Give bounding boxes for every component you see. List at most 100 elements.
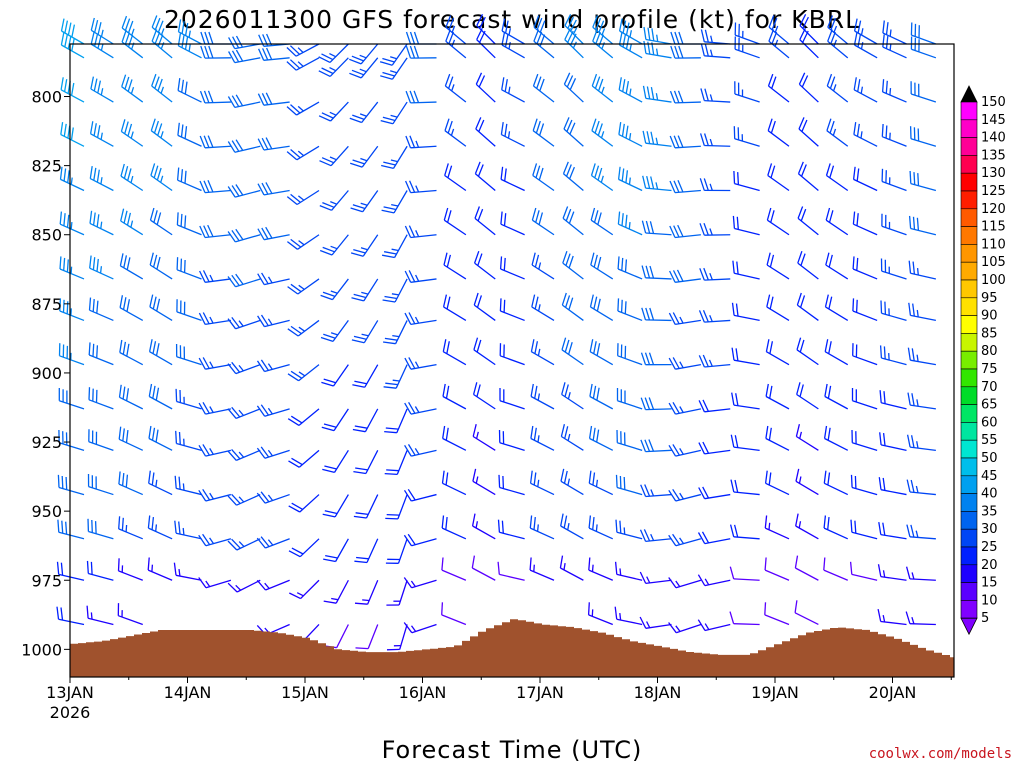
colorbar-label: 140 bbox=[981, 131, 1006, 146]
wind-barb bbox=[58, 343, 85, 366]
wind-barb bbox=[121, 29, 144, 59]
wind-barb bbox=[797, 250, 819, 280]
wind-barb bbox=[405, 45, 437, 59]
wind-barb bbox=[354, 538, 379, 564]
colorbar-label: 85 bbox=[981, 326, 998, 341]
wind-barb bbox=[564, 27, 584, 59]
wind-barb bbox=[383, 320, 408, 345]
wind-barb bbox=[588, 425, 614, 451]
y-tick-label: 875 bbox=[31, 295, 62, 314]
wind-barb bbox=[57, 519, 85, 540]
wind-barb bbox=[501, 32, 525, 59]
wind-barb bbox=[499, 298, 525, 322]
wind-barb bbox=[668, 577, 702, 589]
wind-barb bbox=[881, 79, 907, 103]
wind-barb bbox=[149, 252, 173, 280]
wind-barb bbox=[882, 20, 907, 45]
wind-barb bbox=[88, 297, 114, 322]
colorbar-segment bbox=[960, 439, 978, 459]
wind-barb bbox=[795, 513, 819, 540]
colorbar-label: 110 bbox=[981, 237, 1006, 252]
wind-barb bbox=[531, 252, 555, 280]
wind-barb bbox=[149, 207, 173, 236]
colorbar-segment bbox=[960, 244, 978, 263]
wind-barb bbox=[767, 73, 790, 103]
wind-barb bbox=[471, 555, 496, 581]
wind-barb bbox=[910, 22, 937, 45]
wind-barb bbox=[442, 425, 467, 451]
wind-barb bbox=[475, 72, 496, 103]
wind-barb bbox=[590, 252, 614, 280]
wind-barb bbox=[765, 425, 790, 451]
colorbar-under-arrow bbox=[960, 617, 978, 636]
wind-barb bbox=[906, 479, 936, 496]
wind-barb bbox=[150, 163, 173, 192]
wind-barb bbox=[386, 624, 408, 651]
wind-barb bbox=[199, 224, 231, 239]
wind-barb bbox=[766, 252, 790, 280]
colorbar-segment bbox=[960, 457, 978, 477]
colorbar-segment bbox=[960, 582, 978, 601]
wind-barb bbox=[353, 450, 379, 475]
wind-barb bbox=[853, 77, 878, 103]
colorbar-label: 10 bbox=[981, 593, 998, 608]
wind-barb bbox=[826, 118, 849, 147]
wind-barb bbox=[476, 14, 496, 45]
wind-barb bbox=[796, 382, 819, 410]
wind-barb bbox=[642, 130, 672, 147]
x-tick-label: 13JAN bbox=[46, 683, 94, 702]
wind-barb bbox=[849, 561, 878, 581]
colorbar-label: 20 bbox=[981, 558, 998, 573]
wind-barb bbox=[698, 441, 731, 455]
wind-barb bbox=[877, 608, 907, 626]
wind-barb bbox=[669, 224, 701, 239]
wind-barb bbox=[798, 117, 819, 147]
colorbar-segment bbox=[960, 137, 978, 156]
colorbar-segment bbox=[960, 279, 978, 299]
wind-barb bbox=[562, 206, 584, 236]
wind-barb bbox=[199, 180, 231, 194]
wind-barb bbox=[530, 425, 555, 451]
wind-barb bbox=[288, 538, 320, 558]
wind-barb bbox=[497, 519, 525, 540]
y-tick-label: 900 bbox=[31, 364, 62, 383]
wind-barb bbox=[199, 90, 231, 104]
wind-barb bbox=[121, 74, 144, 103]
wind-barb bbox=[353, 494, 379, 519]
wind-barb bbox=[731, 302, 760, 322]
colorbar-label: 125 bbox=[981, 184, 1006, 199]
wind-barb bbox=[640, 484, 672, 498]
wind-barb bbox=[907, 347, 936, 366]
wind-barb bbox=[618, 18, 643, 45]
wind-barb bbox=[591, 118, 614, 147]
wind-barb bbox=[639, 529, 672, 543]
y-tick-label: 925 bbox=[31, 433, 62, 452]
wind-barb bbox=[227, 139, 261, 153]
wind-barb bbox=[765, 383, 790, 410]
wind-barb bbox=[318, 57, 349, 77]
wind-barb bbox=[560, 513, 584, 540]
colorbar-segment bbox=[960, 600, 978, 619]
wind-barb bbox=[825, 207, 849, 236]
wind-barb bbox=[699, 222, 731, 236]
wind-barb bbox=[60, 32, 85, 59]
wind-barb bbox=[198, 488, 232, 502]
wind-barb bbox=[256, 536, 290, 549]
wind-barb bbox=[617, 211, 643, 236]
wind-barb bbox=[287, 234, 320, 250]
terrain-surface bbox=[70, 619, 954, 677]
wind-barb bbox=[732, 215, 760, 236]
wind-barb bbox=[257, 92, 290, 106]
colorbar-label: 135 bbox=[981, 148, 1006, 163]
wind-barb bbox=[615, 474, 643, 496]
wind-barb bbox=[120, 163, 144, 192]
colorbar-label: 120 bbox=[981, 202, 1006, 217]
wind-barb bbox=[286, 57, 320, 71]
wind-barb bbox=[640, 352, 672, 366]
wind-barb bbox=[730, 434, 760, 451]
x-tick-label: 18JAN bbox=[634, 683, 682, 702]
colorbar-label: 30 bbox=[981, 522, 998, 537]
wind-barb bbox=[614, 561, 643, 581]
wind-barb bbox=[256, 404, 290, 417]
wind-barb bbox=[731, 392, 760, 410]
